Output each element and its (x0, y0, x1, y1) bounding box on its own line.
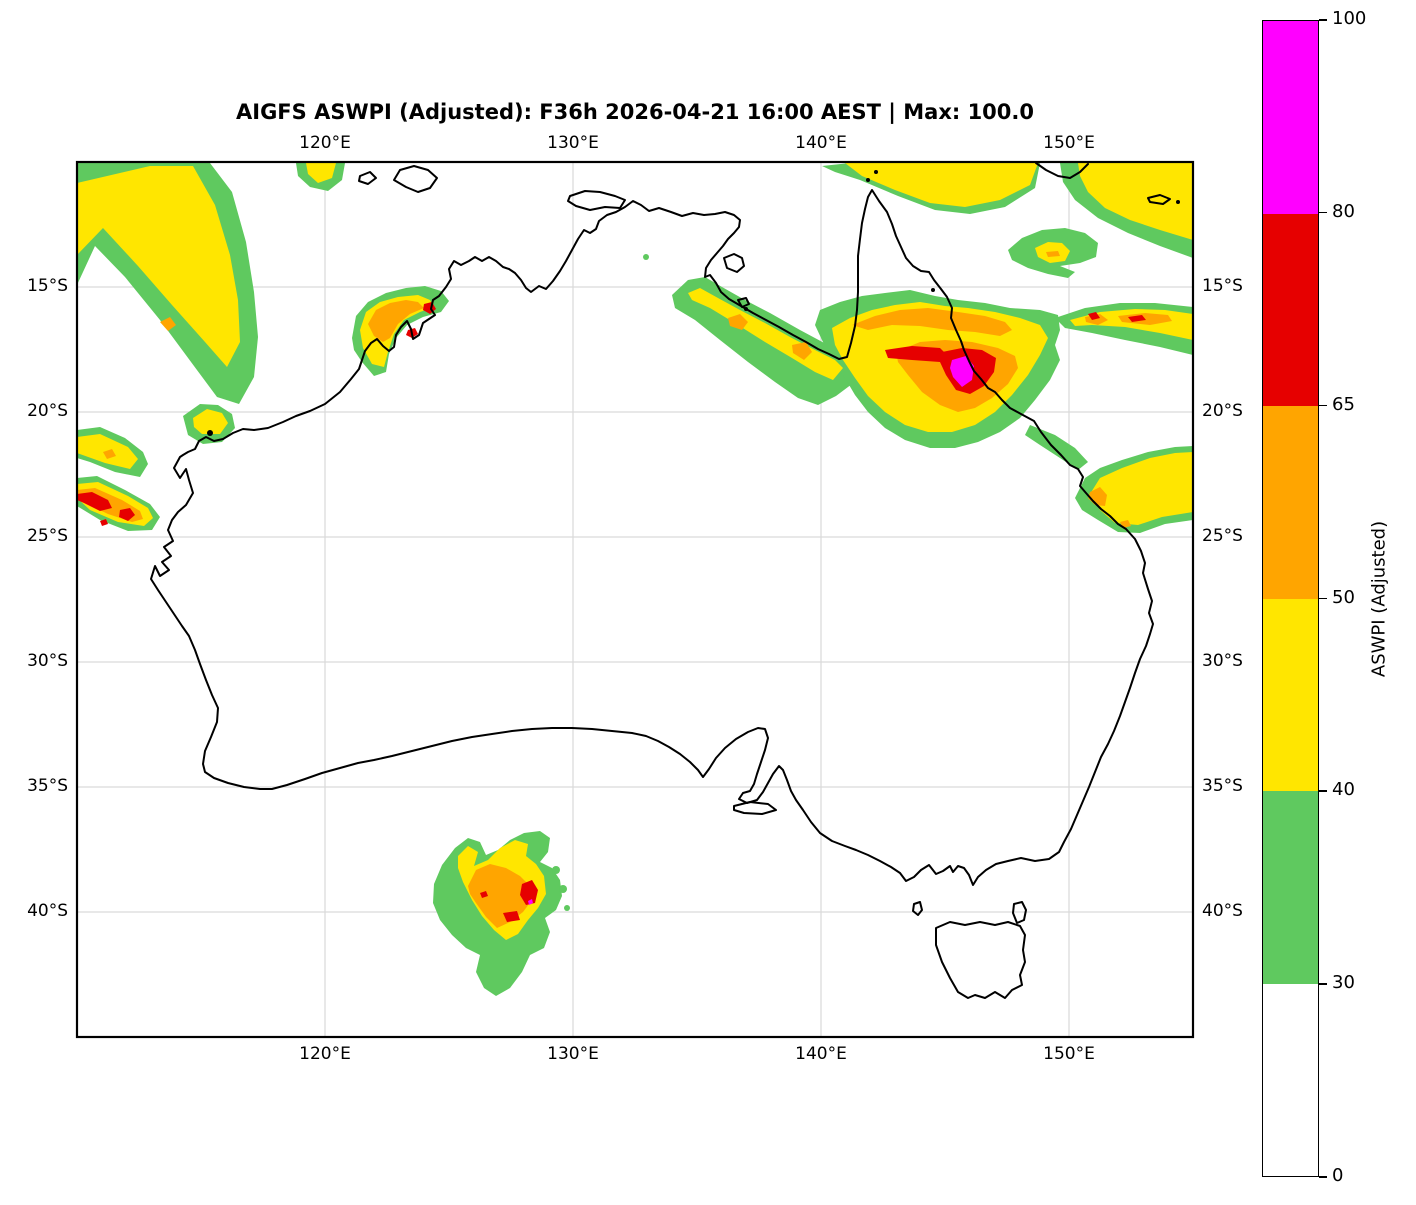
contour-region-wa-lower-red-1 (77, 492, 112, 511)
contour-region-nw-band-spot (160, 317, 176, 331)
gridlines (77, 162, 1193, 1037)
colorbar-segment-1 (1263, 213, 1318, 406)
coastline-island (935, 921, 1026, 999)
colorbar-segment-2 (1263, 406, 1318, 599)
y-tick-left: 25°S (27, 526, 68, 546)
contour-region-kimberley-orange (368, 300, 424, 342)
contour-region-right-band-red-2 (1128, 315, 1146, 322)
contour-region-wa-lower-red-3 (100, 519, 108, 526)
x-tick-top: 120°E (299, 133, 351, 153)
coastline-fragment (1035, 162, 1089, 179)
coastline-australia-mainland (150, 189, 1154, 886)
colorbar-tickmark (1319, 19, 1327, 21)
y-tick-left: 40°S (27, 901, 68, 921)
x-tick-bottom: 150°E (1043, 1044, 1095, 1064)
coastline-island (733, 801, 777, 815)
contour-region-bight-red-3 (480, 891, 488, 898)
contour-region-top-right-east-core (1078, 163, 1193, 240)
x-tick-top: 140°E (795, 133, 847, 153)
colorbar-tick-label: 30 (1332, 972, 1355, 994)
contour-fill-layer (77, 163, 1193, 996)
colorbar (1262, 20, 1319, 1177)
coastline-islet (207, 430, 213, 436)
coastline-island (358, 171, 377, 185)
colorbar-tick-label: 65 (1332, 393, 1355, 415)
colorbar-segment-0 (1263, 21, 1318, 214)
contour-region-coral-sea-dash (1046, 251, 1060, 257)
coastline-island (912, 901, 923, 916)
contour-region-east-coast-core (1090, 452, 1193, 525)
contour-speck (559, 885, 567, 893)
contour-region-right-band-red-1 (1088, 312, 1100, 320)
contour-region-qld-coast-bridge (1025, 425, 1088, 470)
coastline-island (1147, 194, 1171, 205)
contour-region-top-center-core (306, 163, 336, 183)
y-tick-left: 15°S (27, 276, 68, 296)
contour-region-bight-red-2 (503, 911, 520, 922)
y-tick-right: 15°S (1202, 276, 1243, 296)
contour-speck (552, 866, 560, 874)
colorbar-tickmark (1319, 1176, 1327, 1178)
colorbar-tickmark (1319, 211, 1327, 214)
contour-region-nw-band-core (77, 166, 240, 367)
colorbar-segment-5 (1263, 983, 1318, 1176)
y-tick-left: 30°S (27, 651, 68, 671)
contour-region-pilbara-core (193, 409, 228, 434)
y-tick-right: 20°S (1202, 401, 1243, 421)
y-tick-left: 20°S (27, 401, 68, 421)
colorbar-segment-3 (1263, 598, 1318, 791)
y-tick-right: 30°S (1202, 651, 1243, 671)
y-tick-right: 25°S (1202, 526, 1243, 546)
contour-region-qld-magenta-max (950, 356, 974, 387)
contour-region-qld-red-dash (885, 346, 948, 362)
contour-region-gulf-spot-2 (792, 342, 812, 360)
x-tick-bottom: 120°E (299, 1044, 351, 1064)
contour-region-qld-orange-upper (852, 308, 1012, 336)
y-tick-left: 35°S (27, 776, 68, 796)
coastline-island (567, 190, 626, 211)
colorbar-tick-label: 50 (1332, 586, 1355, 608)
coastline-layer (150, 162, 1180, 999)
coastline-islet (931, 288, 935, 292)
coastline-island (737, 297, 750, 308)
colorbar-tick-label: 80 (1332, 200, 1355, 222)
contour-region-wa-upper-spot (103, 449, 116, 459)
coastline-island (723, 253, 745, 273)
contour-region-gulf-spot-1 (728, 314, 748, 330)
colorbar-tickmark (1319, 597, 1327, 600)
y-tick-right: 40°S (1202, 901, 1243, 921)
coastline-islet (874, 170, 878, 174)
x-tick-bottom: 130°E (547, 1044, 599, 1064)
contour-speck (643, 254, 649, 260)
colorbar-tickmark (1319, 790, 1327, 792)
colorbar-tickmark (1319, 983, 1327, 985)
x-tick-top: 150°E (1043, 133, 1095, 153)
colorbar-axis-label: ASWPI (Adjusted) (1368, 520, 1390, 677)
y-tick-right: 35°S (1202, 776, 1243, 796)
colorbar-tick-label: 100 (1332, 8, 1367, 29)
map-frame (75, 160, 1195, 1039)
contour-region-bight-magenta-dot (528, 899, 533, 905)
x-tick-bottom: 140°E (795, 1044, 847, 1064)
contour-region-wa-lower-red-2 (119, 508, 135, 521)
x-tick-top: 130°E (547, 133, 599, 153)
contour-region-bight-red-1 (520, 880, 538, 905)
chart-title: AIGFS ASWPI (Adjusted): F36h 2026-04-21 … (236, 100, 1034, 124)
coastline-islet (866, 178, 870, 182)
coastline-island (1012, 901, 1027, 924)
contour-region-top-right-west-core (845, 163, 1038, 207)
coastline-islet (1176, 200, 1180, 204)
colorbar-tick-label: 40 (1332, 779, 1355, 801)
coastline-islet (744, 307, 748, 311)
colorbar-segment-4 (1263, 791, 1318, 984)
coastline-island (393, 165, 438, 193)
contour-speck (564, 905, 570, 911)
colorbar-tick-label: 0 (1332, 1165, 1344, 1186)
colorbar-tickmark (1319, 404, 1327, 407)
